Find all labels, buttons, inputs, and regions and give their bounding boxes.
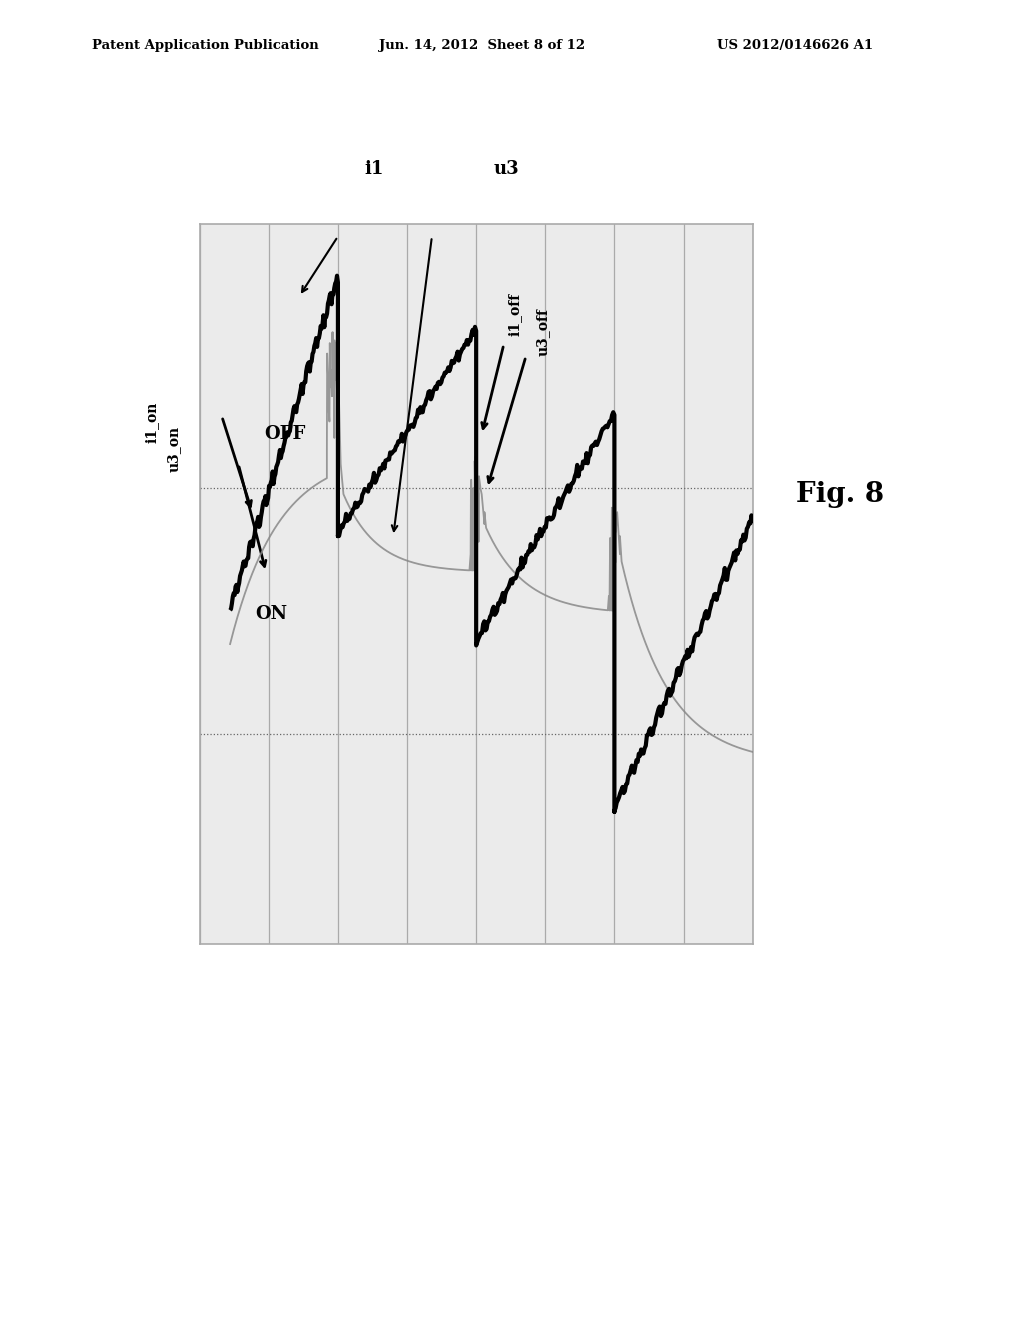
Text: Jun. 14, 2012  Sheet 8 of 12: Jun. 14, 2012 Sheet 8 of 12 — [379, 38, 585, 51]
Text: Patent Application Publication: Patent Application Publication — [92, 38, 318, 51]
Text: ON: ON — [256, 605, 288, 623]
Text: Fig. 8: Fig. 8 — [796, 482, 884, 508]
Text: US 2012/0146626 A1: US 2012/0146626 A1 — [717, 38, 872, 51]
Text: OFF: OFF — [264, 425, 306, 444]
Text: i1: i1 — [365, 160, 383, 178]
Text: u3_on: u3_on — [167, 426, 181, 471]
Text: u3: u3 — [494, 160, 520, 178]
Text: i1_on: i1_on — [144, 401, 159, 444]
Text: i1_off: i1_off — [508, 293, 522, 337]
Text: u3_off: u3_off — [536, 309, 550, 356]
